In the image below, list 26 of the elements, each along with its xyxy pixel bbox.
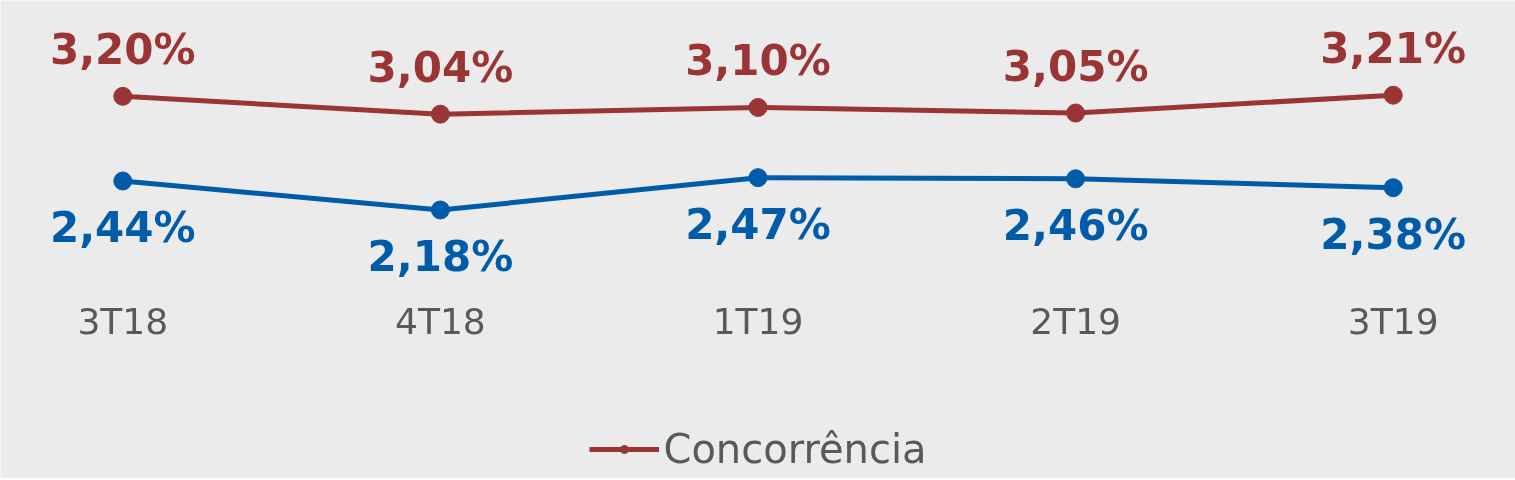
x-tick-label: 4T18 [395, 300, 486, 342]
data-label: 3,10% [685, 36, 831, 86]
point [113, 86, 133, 106]
point [113, 171, 133, 191]
point [1066, 103, 1086, 123]
data-label: 2,38% [1320, 209, 1467, 259]
x-tick-label: 2T19 [1030, 300, 1121, 342]
point [1383, 178, 1403, 198]
point [748, 97, 768, 117]
data-label: 3,05% [1002, 42, 1149, 92]
point [1066, 169, 1086, 189]
data-label: 2,44% [49, 203, 196, 252]
legend-label: Concorrência [663, 426, 927, 472]
point [430, 200, 450, 220]
point [430, 104, 450, 124]
x-tick-label: 1T19 [712, 300, 804, 342]
data-label: 3,04% [367, 43, 514, 93]
data-label: 3,20% [49, 25, 196, 75]
point [1383, 85, 1403, 105]
data-label: 2,18% [367, 231, 514, 281]
point [748, 168, 768, 188]
data-label: 3,21% [1320, 24, 1467, 74]
x-tick-label: 3T19 [1347, 300, 1439, 342]
data-label: 2,46% [1002, 200, 1149, 250]
data-label: 2,47% [685, 199, 831, 249]
x-tick-label: 3T18 [77, 300, 169, 342]
